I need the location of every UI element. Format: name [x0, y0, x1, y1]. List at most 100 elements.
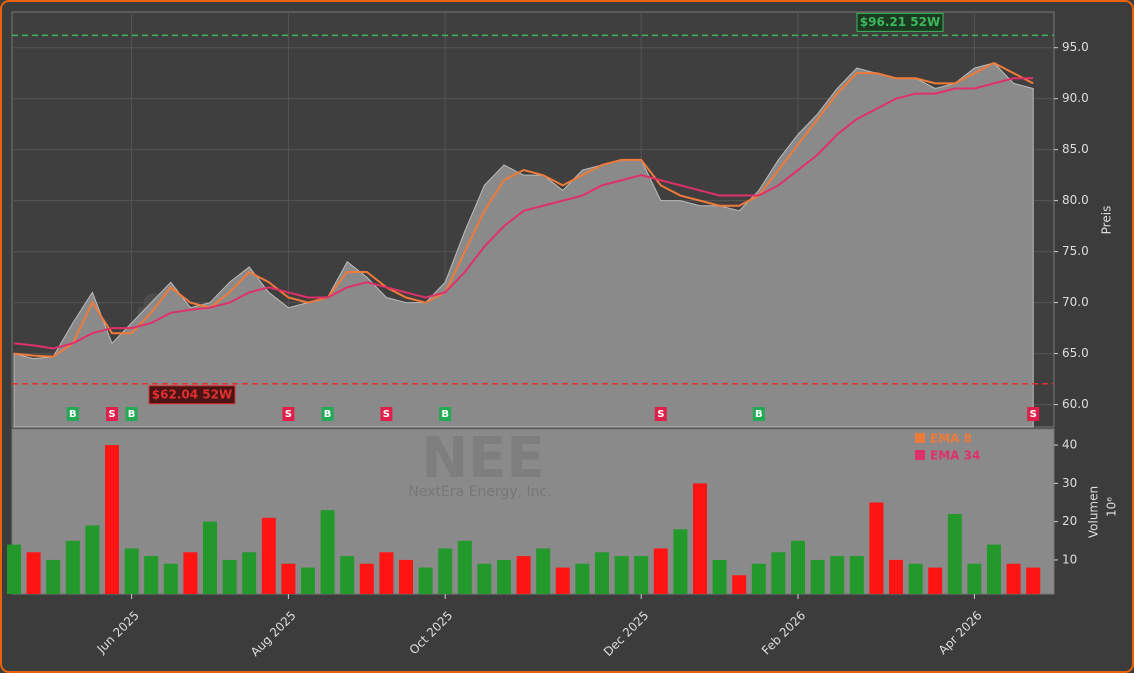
annotation: $96.21 52W	[860, 15, 940, 29]
volume-bar	[46, 559, 61, 594]
volume-bar	[869, 502, 884, 594]
volume-bar	[222, 559, 237, 594]
signal-marker	[380, 407, 393, 421]
y-axis-unit: 10⁶	[1105, 497, 1119, 517]
y-tick-label: 10	[1062, 552, 1077, 566]
volume-bar	[301, 567, 315, 594]
volume-bar	[810, 559, 825, 594]
signal-marker	[439, 407, 452, 421]
ema-line	[13, 61, 1034, 358]
volume-bar	[144, 556, 159, 594]
signal-marker	[752, 407, 765, 421]
signal-label: B	[755, 409, 763, 420]
volume-bar	[536, 548, 551, 594]
volume-bar	[595, 552, 609, 594]
legend-label: EMA 8	[930, 432, 972, 446]
volume-bar	[26, 552, 41, 594]
signal-marker	[1027, 407, 1040, 421]
volume-bar	[1026, 567, 1041, 594]
volume-bar	[438, 548, 453, 594]
signal-label: B	[128, 409, 136, 420]
volume-bar	[614, 556, 629, 594]
volume-bar	[124, 548, 139, 594]
volume-bar	[712, 559, 727, 594]
volume-bar	[399, 559, 413, 594]
y-tick-label: 40	[1062, 438, 1077, 452]
volume-bar	[928, 567, 943, 594]
volume-bar	[183, 552, 198, 594]
volume-bar	[653, 548, 668, 594]
signal-label: S	[657, 409, 664, 420]
y-tick-label: 60.0	[1062, 397, 1089, 411]
y-tick-label: 30	[1062, 476, 1077, 490]
volume-bar	[418, 567, 433, 594]
legend-label: EMA 34	[930, 449, 980, 463]
y-axis-label: Preis	[1100, 206, 1114, 235]
y-tick-label: 95.0	[1062, 40, 1089, 54]
volume-bar	[516, 556, 531, 594]
volume-bar	[7, 544, 21, 594]
volume-bar	[732, 575, 747, 594]
signal-marker	[321, 407, 334, 421]
volume-bar	[85, 525, 100, 594]
volume-bar	[203, 521, 217, 594]
annotation-box	[148, 385, 236, 405]
signal-marker	[106, 407, 118, 421]
volume-bar	[555, 567, 570, 594]
volume-bar	[261, 517, 276, 594]
legend-swatch	[915, 433, 925, 443]
symbol-watermark: NEE	[421, 426, 544, 491]
signal-label: B	[69, 409, 77, 420]
volume-bar	[634, 556, 649, 594]
volume-bar	[320, 510, 335, 594]
volume-bar	[987, 544, 1001, 594]
ema-line	[13, 77, 1034, 350]
volume-bar	[65, 540, 80, 594]
signal-marker	[66, 407, 79, 421]
volume-bar	[477, 563, 492, 594]
volume-bar	[497, 559, 511, 594]
volume-bar	[163, 563, 178, 594]
signal-label: S	[383, 409, 390, 420]
volume-bar	[947, 513, 962, 594]
volume-bar	[575, 563, 590, 594]
signal-label: S	[285, 409, 292, 420]
volume-bar	[242, 552, 257, 594]
volume-bar	[693, 483, 707, 594]
y-tick-label: 80.0	[1062, 193, 1089, 207]
company-watermark: NextEra Energy, Inc.	[408, 484, 551, 500]
y-tick-label: 85.0	[1062, 142, 1089, 156]
volume-bar	[359, 563, 374, 594]
signal-label: S	[1030, 409, 1037, 420]
signal-label: S	[108, 409, 115, 420]
volume-bar	[379, 552, 394, 594]
signal-marker	[125, 407, 138, 421]
signal-label: B	[324, 409, 332, 420]
volume-bar	[967, 563, 982, 594]
volume-bar	[673, 529, 688, 594]
volume-bar	[908, 563, 923, 594]
volume-bar	[281, 563, 296, 594]
volume-bar	[830, 556, 845, 594]
volume-bar	[889, 559, 903, 594]
signal-marker	[654, 407, 667, 421]
volume-bar	[791, 540, 805, 594]
y-tick-label: 75.0	[1062, 244, 1089, 258]
volume-bar	[751, 563, 766, 594]
signal-marker	[282, 407, 295, 421]
annotation-box	[856, 12, 944, 32]
annotation: $62.04 52W	[152, 387, 232, 401]
y-tick-label: 65.0	[1062, 346, 1089, 360]
volume-bar	[457, 540, 472, 594]
volume-bar	[340, 556, 355, 594]
y-tick-label: 20	[1062, 514, 1077, 528]
volume-bar	[1006, 563, 1021, 594]
signal-label: B	[441, 409, 449, 420]
y-axis-label: Volumen	[1087, 486, 1101, 538]
volume-bar	[771, 552, 786, 594]
volume-bar	[105, 445, 119, 594]
legend-swatch	[915, 450, 925, 460]
y-tick-label: 70.0	[1062, 295, 1089, 309]
plot: forexsignale.trade60.065.070.075.080.085…	[7, 11, 1119, 659]
